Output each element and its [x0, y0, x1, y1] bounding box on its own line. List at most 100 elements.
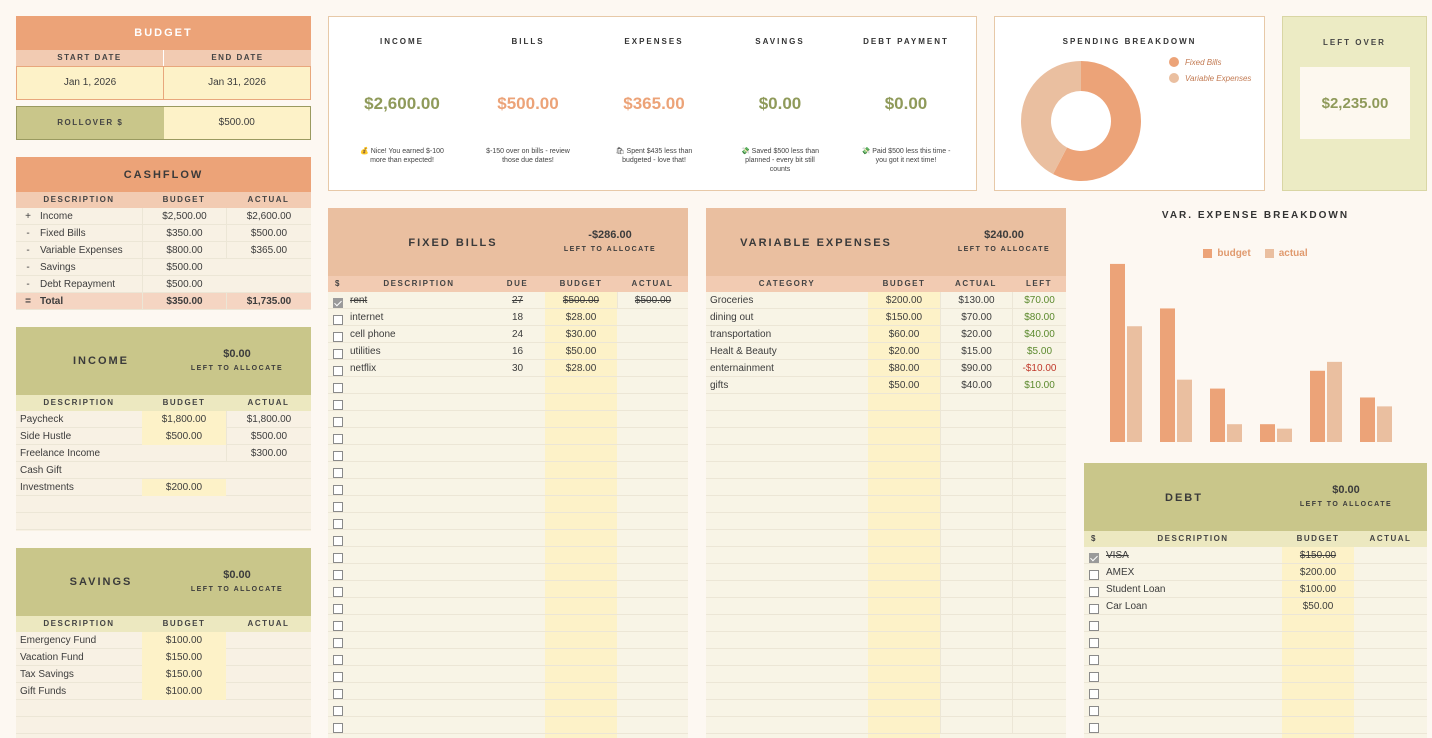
fixed-bill-budget[interactable]: $28.00 — [565, 362, 597, 374]
cashflow-budget[interactable]: $500.00 — [142, 258, 226, 276]
cashflow-actual[interactable]: $365.00 — [226, 241, 311, 259]
fixed-bill-checkbox[interactable] — [333, 363, 345, 376]
variable-category[interactable]: enternainment — [710, 362, 774, 374]
fixed-bill-budget[interactable]: $28.00 — [565, 311, 597, 323]
debt-checkbox[interactable] — [1089, 584, 1101, 597]
fixed-bill-desc[interactable]: internet — [350, 311, 384, 323]
savings-desc[interactable]: Tax Savings — [20, 668, 74, 680]
debt-checkbox[interactable] — [1089, 669, 1101, 682]
debt-budget[interactable]: $100.00 — [1299, 583, 1337, 595]
fixed-bill-budget[interactable]: $30.00 — [565, 328, 597, 340]
debt-desc[interactable]: AMEX — [1106, 566, 1135, 578]
debt-checkbox[interactable] — [1089, 652, 1101, 665]
fixed-bill-checkbox[interactable] — [333, 414, 345, 427]
fixed-bill-checkbox[interactable] — [333, 295, 345, 308]
fixed-bill-actual[interactable]: $500.00 — [617, 292, 688, 309]
debt-desc[interactable]: Car Loan — [1106, 600, 1148, 612]
debt-checkbox[interactable] — [1089, 567, 1101, 580]
income-budget[interactable]: $1,800.00 — [142, 410, 226, 428]
fixed-bill-checkbox[interactable] — [333, 550, 345, 563]
debt-budget[interactable]: $150.00 — [1299, 549, 1337, 561]
income-actual[interactable]: $1,800.00 — [226, 410, 311, 428]
fixed-bill-checkbox[interactable] — [333, 720, 345, 733]
start-date-value[interactable]: Jan 1, 2026 — [17, 67, 164, 99]
income-desc[interactable]: Investments — [20, 481, 74, 493]
variable-actual[interactable]: $90.00 — [940, 359, 1012, 377]
variable-category[interactable]: Groceries — [710, 294, 754, 306]
savings-desc[interactable]: Vacation Fund — [20, 651, 84, 663]
variable-category[interactable]: dining out — [710, 311, 754, 323]
fixed-bill-desc[interactable]: cell phone — [350, 328, 396, 340]
debt-checkbox[interactable] — [1089, 618, 1101, 631]
fixed-bill-checkbox[interactable] — [333, 329, 345, 342]
fixed-bill-due[interactable]: 30 — [511, 362, 524, 374]
fixed-bill-checkbox[interactable] — [333, 482, 345, 495]
cashflow-actual[interactable]: $2,600.00 — [226, 207, 311, 225]
variable-category[interactable]: Healt & Beauty — [710, 345, 777, 357]
debt-checkbox[interactable] — [1089, 601, 1101, 614]
cashflow-budget[interactable]: $800.00 — [142, 241, 226, 259]
debt-desc[interactable]: VISA — [1106, 549, 1129, 561]
variable-actual[interactable]: $130.00 — [940, 292, 1012, 309]
fixed-bill-checkbox[interactable] — [333, 448, 345, 461]
cashflow-budget[interactable]: $350.00 — [142, 224, 226, 242]
cashflow-budget[interactable]: $350.00 — [142, 292, 226, 310]
variable-budget[interactable]: $20.00 — [888, 345, 920, 357]
income-budget[interactable]: $200.00 — [142, 478, 226, 496]
income-desc[interactable]: Cash Gift — [20, 464, 62, 476]
variable-budget[interactable]: $80.00 — [888, 362, 920, 374]
fixed-bill-desc[interactable]: netflix — [350, 362, 377, 374]
variable-actual[interactable]: $40.00 — [940, 376, 1012, 394]
fixed-bill-checkbox[interactable] — [333, 312, 345, 325]
end-date-value[interactable]: Jan 31, 2026 — [208, 77, 266, 88]
fixed-bill-budget[interactable]: $500.00 — [562, 294, 600, 306]
savings-budget[interactable]: $150.00 — [142, 648, 226, 666]
fixed-bill-checkbox[interactable] — [333, 601, 345, 614]
fixed-bill-checkbox[interactable] — [333, 346, 345, 359]
cashflow-budget[interactable]: $500.00 — [142, 275, 226, 293]
fixed-bill-checkbox[interactable] — [333, 567, 345, 580]
fixed-bill-checkbox[interactable] — [333, 380, 345, 393]
rollover-value[interactable]: $500.00 — [163, 107, 310, 139]
fixed-bill-checkbox[interactable] — [333, 516, 345, 529]
fixed-bill-due[interactable]: 16 — [511, 345, 524, 357]
variable-category[interactable]: transportation — [710, 328, 772, 340]
cashflow-actual[interactable]: $500.00 — [226, 224, 311, 242]
income-actual[interactable]: $300.00 — [226, 444, 311, 462]
fixed-bill-budget[interactable]: $50.00 — [565, 345, 597, 357]
fixed-bill-checkbox[interactable] — [333, 584, 345, 597]
fixed-bill-checkbox[interactable] — [333, 703, 345, 716]
debt-checkbox[interactable] — [1089, 703, 1101, 716]
fixed-bill-due[interactable]: 27 — [511, 294, 524, 306]
income-desc[interactable]: Freelance Income — [20, 447, 101, 459]
fixed-bill-checkbox[interactable] — [333, 431, 345, 444]
variable-budget[interactable]: $150.00 — [885, 311, 923, 323]
fixed-bill-checkbox[interactable] — [333, 669, 345, 682]
savings-desc[interactable]: Emergency Fund — [20, 634, 97, 646]
fixed-bill-desc[interactable]: rent — [350, 294, 368, 306]
fixed-bill-checkbox[interactable] — [333, 635, 345, 648]
fixed-bill-due[interactable]: 18 — [511, 311, 524, 323]
debt-checkbox[interactable] — [1089, 635, 1101, 648]
fixed-bill-desc[interactable]: utilities — [350, 345, 381, 357]
debt-checkbox[interactable] — [1089, 686, 1101, 699]
income-desc[interactable]: Side Hustle — [20, 430, 72, 442]
variable-category[interactable]: gifts — [710, 379, 729, 391]
debt-checkbox[interactable] — [1089, 550, 1101, 563]
fixed-bill-checkbox[interactable] — [333, 499, 345, 512]
savings-budget[interactable]: $150.00 — [142, 665, 226, 683]
fixed-bill-checkbox[interactable] — [333, 397, 345, 410]
variable-budget[interactable]: $60.00 — [888, 328, 920, 340]
variable-actual[interactable]: $70.00 — [940, 308, 1012, 326]
fixed-bill-checkbox[interactable] — [333, 465, 345, 478]
savings-budget[interactable]: $100.00 — [142, 631, 226, 649]
variable-budget[interactable]: $200.00 — [885, 294, 923, 306]
debt-budget[interactable]: $50.00 — [1302, 600, 1334, 612]
cashflow-budget[interactable]: $2,500.00 — [142, 207, 226, 225]
income-budget[interactable]: $500.00 — [142, 427, 226, 445]
fixed-bill-checkbox[interactable] — [333, 533, 345, 546]
fixed-bill-checkbox[interactable] — [333, 618, 345, 631]
fixed-bill-checkbox[interactable] — [333, 652, 345, 665]
fixed-bill-checkbox[interactable] — [333, 686, 345, 699]
income-actual[interactable]: $500.00 — [226, 427, 311, 445]
